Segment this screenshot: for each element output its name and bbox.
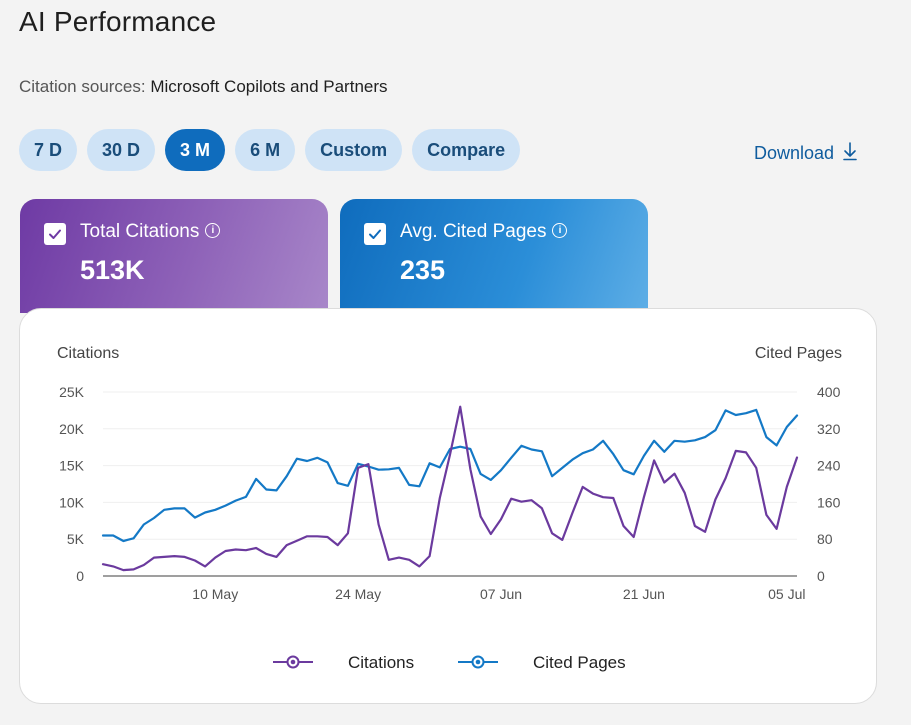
total-citations-card[interactable]: Total Citations i 513K bbox=[20, 199, 328, 313]
series-line-cited-pages[interactable] bbox=[101, 408, 799, 543]
range-6m-button[interactable]: 6 M bbox=[235, 129, 296, 171]
compare-button[interactable]: Compare bbox=[412, 129, 521, 171]
right-tick-label: 400 bbox=[817, 384, 841, 400]
legend-marker-dot bbox=[475, 659, 481, 665]
avg-cited-pages-checkbox[interactable] bbox=[364, 223, 386, 245]
range-7d-button[interactable]: 7 D bbox=[19, 129, 78, 171]
legend-citations[interactable]: Citations bbox=[273, 653, 414, 672]
right-axis-ticks: 0 80 160 240 320 400 bbox=[817, 384, 841, 584]
citation-sources: Citation sources: Microsoft Copilots and… bbox=[19, 77, 388, 97]
range-30d-button[interactable]: 30 D bbox=[87, 129, 156, 171]
range-custom-button[interactable]: Custom bbox=[305, 129, 403, 171]
left-tick-label: 15K bbox=[59, 458, 85, 474]
avg-cited-pages-label-text: Avg. Cited Pages bbox=[400, 221, 547, 242]
right-tick-label: 320 bbox=[817, 421, 841, 437]
x-tick-label: 24 May bbox=[335, 586, 381, 602]
legend-cited-pages-label: Cited Pages bbox=[533, 653, 626, 672]
series-line-citations[interactable] bbox=[101, 405, 799, 572]
left-axis-title: Citations bbox=[57, 345, 119, 362]
right-tick-label: 240 bbox=[817, 458, 841, 474]
right-axis-title: Cited Pages bbox=[755, 345, 842, 362]
x-tick-label: 10 May bbox=[192, 586, 238, 602]
info-icon[interactable]: i bbox=[205, 223, 221, 238]
info-icon[interactable]: i bbox=[552, 223, 568, 238]
legend-citations-label: Citations bbox=[348, 653, 414, 672]
x-tick-label: 05 Jul bbox=[768, 586, 805, 602]
total-citations-value: 513K bbox=[80, 255, 145, 285]
total-citations-label: Total Citations i bbox=[80, 221, 221, 243]
legend-marker-dot bbox=[290, 659, 296, 665]
avg-cited-pages-label: Avg. Cited Pages i bbox=[400, 221, 568, 243]
download-icon bbox=[842, 141, 858, 166]
chart-series bbox=[101, 405, 799, 572]
right-tick-label: 80 bbox=[817, 531, 833, 547]
left-tick-label: 20K bbox=[59, 421, 85, 437]
performance-chart-card: Citations Cited Pages 0 5K 10K 15K 20K 25K 0 8… bbox=[19, 308, 877, 704]
left-axis-ticks: 0 5K 10K 15K 20K 25K bbox=[59, 384, 85, 584]
date-range-selector: 7 D 30 D 3 M 6 M Custom Compare bbox=[19, 129, 521, 171]
x-tick-label: 21 Jun bbox=[623, 586, 665, 602]
chart-grid bbox=[103, 391, 797, 577]
citation-sources-label: Citation sources: bbox=[19, 77, 146, 96]
range-3m-button[interactable]: 3 M bbox=[165, 129, 226, 171]
performance-chart: Citations Cited Pages 0 5K 10K 15K 20K 25K 0 8… bbox=[57, 345, 842, 672]
x-tick-label: 07 Jun bbox=[480, 586, 522, 602]
total-citations-label-text: Total Citations bbox=[80, 221, 200, 242]
citation-sources-value: Microsoft Copilots and Partners bbox=[150, 77, 388, 96]
right-tick-label: 0 bbox=[817, 568, 825, 584]
left-tick-label: 5K bbox=[67, 531, 85, 547]
chart-legend[interactable]: Citations Cited Pages bbox=[273, 653, 626, 672]
page-title: AI Performance bbox=[19, 6, 217, 37]
x-axis-ticks: 10 May 24 May 07 Jun 21 Jun 05 Jul bbox=[192, 586, 805, 602]
download-label: Download bbox=[754, 143, 835, 163]
left-tick-label: 25K bbox=[59, 384, 85, 400]
avg-cited-pages-card[interactable]: Avg. Cited Pages i 235 bbox=[340, 199, 648, 313]
right-tick-label: 160 bbox=[817, 494, 841, 510]
left-tick-label: 10K bbox=[59, 494, 85, 510]
download-button[interactable]: Download bbox=[754, 141, 858, 166]
legend-cited-pages[interactable]: Cited Pages bbox=[458, 653, 626, 672]
left-tick-label: 0 bbox=[76, 568, 84, 584]
avg-cited-pages-value: 235 bbox=[400, 255, 446, 285]
total-citations-checkbox[interactable] bbox=[44, 223, 66, 245]
